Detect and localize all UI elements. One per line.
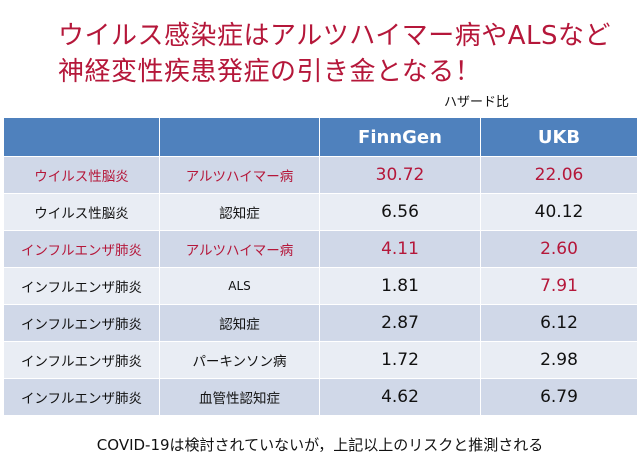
outcome-cell: アルツハイマー病 (159, 230, 320, 268)
outcome-cell: ALS (159, 267, 320, 305)
ukb-value: 6.79 (480, 378, 638, 416)
header-exposure (3, 117, 160, 157)
header-outcome (159, 117, 320, 157)
table-row: インフルエンザ肺炎 パーキンソン病 1.72 2.98 (3, 341, 638, 379)
exposure-cell: ウイルス性脳炎 (3, 193, 160, 231)
exposure-cell: インフルエンザ肺炎 (3, 304, 160, 342)
finngen-value: 2.87 (319, 304, 481, 342)
outcome-cell: 血管性認知症 (159, 378, 320, 416)
finngen-value: 1.81 (319, 267, 481, 305)
table-row: インフルエンザ肺炎 血管性認知症 4.62 6.79 (3, 378, 638, 416)
table-row: ウイルス性脳炎 アルツハイマー病 30.72 22.06 (3, 156, 638, 194)
title-line-1: ウイルス感染症はアルツハイマー病やALSなど (58, 21, 611, 51)
finngen-value: 30.72 (319, 156, 481, 194)
table-row: ウイルス性脳炎 認知症 6.56 40.12 (3, 193, 638, 231)
footer-note: COVID-19は検討されていないが，上記以上のリスクと推測される (96, 436, 544, 454)
finngen-value: 1.72 (319, 341, 481, 379)
exposure-cell: インフルエンザ肺炎 (3, 230, 160, 268)
header-finngen: FinnGen (319, 117, 481, 157)
table-row: インフルエンザ肺炎 アルツハイマー病 4.11 2.60 (3, 230, 638, 268)
outcome-cell: 認知症 (159, 304, 320, 342)
table-row: インフルエンザ肺炎 認知症 2.87 6.12 (3, 304, 638, 342)
hazard-ratio-table: FinnGen UKB ウイルス性脳炎 アルツハイマー病 30.72 22.06… (3, 117, 638, 416)
exposure-cell: インフルエンザ肺炎 (3, 378, 160, 416)
exposure-cell: インフルエンザ肺炎 (3, 341, 160, 379)
ukb-value: 2.60 (480, 230, 638, 268)
ukb-value: 7.91 (480, 267, 638, 305)
outcome-cell: 認知症 (159, 193, 320, 231)
table-header-row: FinnGen UKB (3, 117, 638, 157)
exposure-cell: インフルエンザ肺炎 (3, 267, 160, 305)
hazard-ratio-label: ハザード比 (444, 95, 510, 110)
outcome-cell: パーキンソン病 (159, 341, 320, 379)
slide-title: ウイルス感染症はアルツハイマー病やALSなど 神経変性疾患発症の引き金となる！ (58, 18, 618, 90)
exposure-cell: ウイルス性脳炎 (3, 156, 160, 194)
ukb-value: 2.98 (480, 341, 638, 379)
finngen-value: 6.56 (319, 193, 481, 231)
ukb-value: 22.06 (480, 156, 638, 194)
table-row: インフルエンザ肺炎 ALS 1.81 7.91 (3, 267, 638, 305)
finngen-value: 4.11 (319, 230, 481, 268)
header-ukb: UKB (480, 117, 638, 157)
title-line-2: 神経変性疾患発症の引き金となる！ (58, 57, 482, 87)
ukb-value: 40.12 (480, 193, 638, 231)
ukb-value: 6.12 (480, 304, 638, 342)
outcome-cell: アルツハイマー病 (159, 156, 320, 194)
finngen-value: 4.62 (319, 378, 481, 416)
